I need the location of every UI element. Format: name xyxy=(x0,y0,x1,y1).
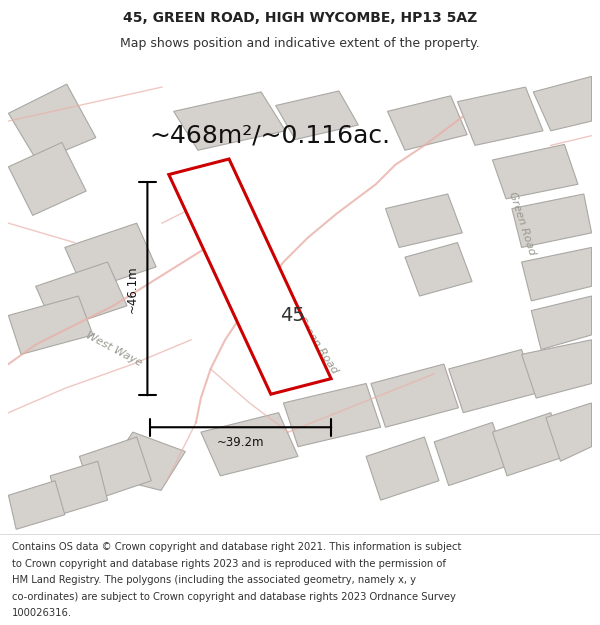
Text: HM Land Registry. The polygons (including the associated geometry, namely x, y: HM Land Registry. The polygons (includin… xyxy=(12,575,416,585)
Polygon shape xyxy=(386,194,463,248)
Polygon shape xyxy=(493,144,578,199)
Polygon shape xyxy=(283,384,380,447)
Polygon shape xyxy=(104,432,185,491)
Text: 45, GREEN ROAD, HIGH WYCOMBE, HP13 5AZ: 45, GREEN ROAD, HIGH WYCOMBE, HP13 5AZ xyxy=(123,11,477,25)
Text: Green Road: Green Road xyxy=(295,314,340,375)
Polygon shape xyxy=(457,87,543,146)
Polygon shape xyxy=(8,84,96,162)
Polygon shape xyxy=(65,223,156,291)
Text: ~39.2m: ~39.2m xyxy=(217,436,265,449)
Polygon shape xyxy=(173,92,286,150)
Polygon shape xyxy=(8,481,65,529)
Polygon shape xyxy=(405,242,472,296)
Polygon shape xyxy=(201,412,298,476)
Text: 45: 45 xyxy=(280,306,305,325)
Polygon shape xyxy=(388,96,467,150)
Polygon shape xyxy=(50,461,107,515)
Polygon shape xyxy=(532,296,592,349)
Polygon shape xyxy=(8,296,93,354)
Text: Map shows position and indicative extent of the property.: Map shows position and indicative extent… xyxy=(120,38,480,51)
Text: ~46.1m: ~46.1m xyxy=(125,265,139,312)
Polygon shape xyxy=(533,76,592,131)
Polygon shape xyxy=(449,349,536,413)
Text: Contains OS data © Crown copyright and database right 2021. This information is : Contains OS data © Crown copyright and d… xyxy=(12,542,461,552)
Polygon shape xyxy=(79,437,151,500)
Text: Green Road: Green Road xyxy=(506,190,536,256)
Polygon shape xyxy=(366,437,439,500)
Text: ~468m²/~0.116ac.: ~468m²/~0.116ac. xyxy=(149,124,391,148)
Polygon shape xyxy=(512,194,592,248)
Polygon shape xyxy=(35,262,127,330)
Polygon shape xyxy=(546,403,592,461)
Polygon shape xyxy=(169,159,331,394)
Polygon shape xyxy=(493,412,565,476)
Polygon shape xyxy=(276,91,358,139)
Polygon shape xyxy=(521,248,592,301)
Polygon shape xyxy=(371,364,458,428)
Text: co-ordinates) are subject to Crown copyright and database rights 2023 Ordnance S: co-ordinates) are subject to Crown copyr… xyxy=(12,592,456,602)
Polygon shape xyxy=(521,340,592,398)
Polygon shape xyxy=(8,142,86,216)
Text: to Crown copyright and database rights 2023 and is reproduced with the permissio: to Crown copyright and database rights 2… xyxy=(12,559,446,569)
Text: 100026316.: 100026316. xyxy=(12,608,72,618)
Polygon shape xyxy=(434,422,507,486)
Text: West Waye: West Waye xyxy=(83,331,143,369)
